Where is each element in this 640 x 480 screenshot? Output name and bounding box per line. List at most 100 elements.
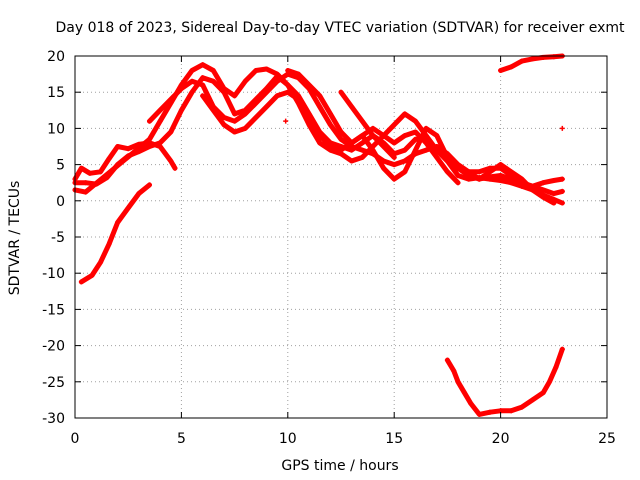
data-point <box>487 409 493 415</box>
data-point <box>146 182 152 188</box>
data-point <box>87 170 93 176</box>
data-point <box>444 154 450 160</box>
data-point <box>412 136 418 142</box>
data-point <box>295 71 301 77</box>
x-axis-ticks: 0 5 10 15 20 25 <box>71 56 616 447</box>
data-point <box>402 133 408 139</box>
data-point <box>498 172 504 178</box>
data-point <box>168 158 174 164</box>
data-point <box>136 191 142 197</box>
y-tick-label: 20 <box>47 49 65 65</box>
data-point <box>200 93 206 99</box>
data-point <box>551 178 557 184</box>
data-point <box>402 111 408 117</box>
data-point <box>221 122 227 128</box>
y-axis-ticks: 20 15 10 5 0 -5 -10 -15 -20 -25 -30 <box>42 49 607 427</box>
data-point <box>519 58 525 64</box>
data-point <box>508 408 514 414</box>
data-point <box>540 390 546 396</box>
data-point <box>338 129 344 135</box>
data-point <box>455 172 461 178</box>
y-axis-label: SDTVAR / TECUs <box>7 181 23 296</box>
data-point <box>461 390 467 396</box>
y-tick-label: 5 <box>56 158 65 174</box>
data-point <box>78 279 84 285</box>
data-point <box>412 129 418 135</box>
data-point <box>530 56 536 62</box>
data-point <box>210 67 216 73</box>
data-points <box>72 53 565 417</box>
data-point <box>178 107 184 113</box>
data-point <box>327 122 333 128</box>
data-point <box>455 165 461 171</box>
y-tick-label: -30 <box>42 411 65 427</box>
data-point <box>157 118 163 124</box>
chart-title: Day 018 of 2023, Sidereal Day-to-day VTE… <box>56 20 626 36</box>
y-tick-label: -20 <box>42 339 65 355</box>
data-point <box>468 401 474 407</box>
data-point <box>359 154 365 160</box>
y-tick-label: -10 <box>42 266 65 282</box>
data-point <box>553 364 559 370</box>
data-point <box>349 158 355 164</box>
data-point <box>242 111 248 117</box>
series-s9 <box>444 346 565 417</box>
data-point <box>530 397 536 403</box>
data-point <box>253 100 259 106</box>
data-point <box>434 133 440 139</box>
data-point <box>210 107 216 113</box>
data-point <box>200 62 206 68</box>
data-point <box>359 118 365 124</box>
data-point <box>519 176 525 182</box>
data-point <box>551 200 557 206</box>
data-point <box>370 133 376 139</box>
data-point <box>106 156 112 162</box>
data-point <box>168 129 174 135</box>
data-point <box>327 111 333 117</box>
data-point <box>83 180 89 186</box>
data-point <box>317 104 323 110</box>
data-point <box>423 147 429 153</box>
data-point <box>125 205 131 211</box>
data-point <box>285 82 291 88</box>
data-point <box>359 140 365 146</box>
y-tick-label: 10 <box>47 121 65 137</box>
data-point <box>498 67 504 73</box>
data-point <box>476 176 482 182</box>
data-point <box>498 162 504 168</box>
data-point <box>317 93 323 99</box>
data-point <box>455 180 461 186</box>
series-trace <box>72 140 178 182</box>
data-point <box>98 169 104 175</box>
data-point <box>146 136 152 142</box>
data-point <box>559 188 565 194</box>
x-tick-label: 0 <box>71 431 80 447</box>
series-s7 <box>285 67 461 186</box>
data-point <box>370 147 376 153</box>
data-point <box>381 165 387 171</box>
data-point <box>466 172 472 178</box>
y-tick-label: -15 <box>42 302 65 318</box>
series-s11 <box>283 118 565 131</box>
data-point <box>274 93 280 99</box>
y-tick-label: 0 <box>56 194 65 210</box>
data-point <box>106 241 112 247</box>
data-point <box>402 169 408 175</box>
data-point <box>157 140 163 146</box>
data-point <box>295 96 301 102</box>
data-point <box>547 379 553 385</box>
data-point <box>381 144 387 149</box>
data-point <box>551 191 557 197</box>
series-s10 <box>498 53 565 73</box>
data-point <box>283 118 289 124</box>
data-point <box>519 404 525 410</box>
data-point <box>451 368 457 374</box>
data-point <box>540 180 546 186</box>
data-point <box>274 78 280 84</box>
x-tick-label: 15 <box>385 431 403 447</box>
y-tick-label: -5 <box>51 230 65 246</box>
data-point <box>78 165 84 171</box>
series-s8 <box>338 89 397 160</box>
data-point <box>338 89 344 95</box>
series-s1 <box>78 182 152 285</box>
